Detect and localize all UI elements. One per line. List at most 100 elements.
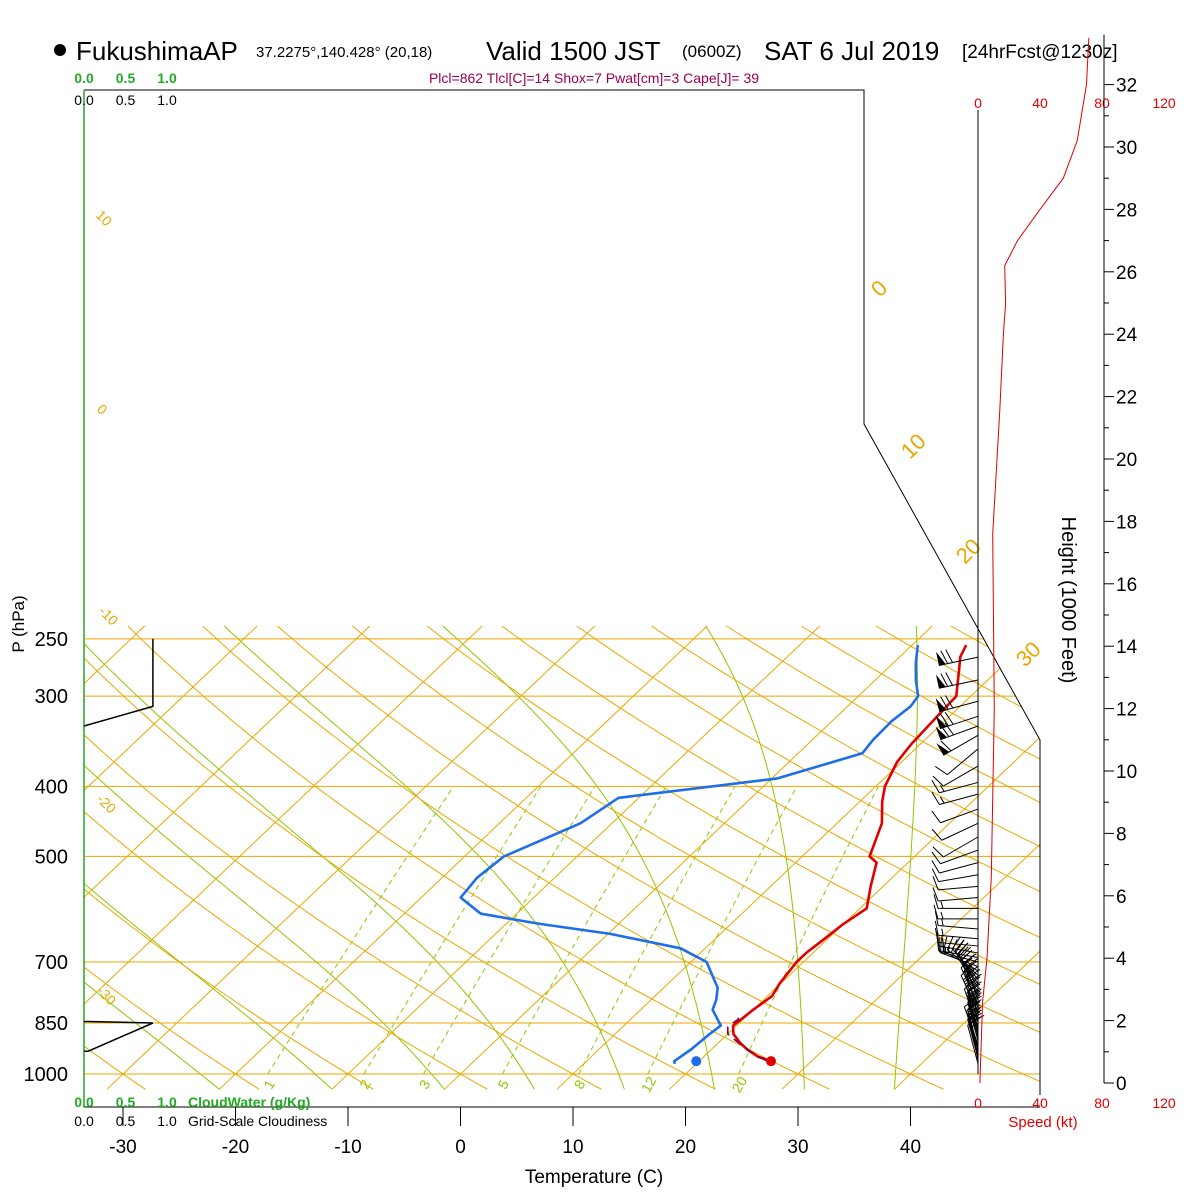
wind-barb-pennant <box>936 651 946 666</box>
isobars <box>84 638 1040 1075</box>
wind-barb-staff <box>940 849 979 865</box>
wind-barb-staff <box>947 748 979 776</box>
dry-adiabat-line <box>202 625 945 1090</box>
wind-barb <box>934 920 979 940</box>
isotherm-line <box>84 625 258 1090</box>
x-tick-label: 10 <box>562 1137 583 1158</box>
wind-barb-flag <box>933 894 939 909</box>
mixing-ratio-label: 1 <box>260 1077 278 1092</box>
speed-tick-label: 0 <box>974 95 982 111</box>
dry-adiabat-line <box>84 625 260 1090</box>
mixing-ratio-label: 3 <box>416 1077 434 1092</box>
x-tick-label: 20 <box>675 1137 696 1158</box>
mixing-ratio-lines: 1 2 3 5 8 12 20 <box>260 786 879 1095</box>
height-tick-label: 0 <box>1116 1074 1127 1095</box>
wind-barb <box>935 748 979 776</box>
wind-barb-flag <box>940 696 949 710</box>
wind-barb-staff <box>938 679 979 689</box>
height-tick-label: 26 <box>1116 263 1137 284</box>
wind-barb-flag <box>957 943 968 956</box>
wind-barb-flag <box>933 904 939 919</box>
mixing-ratio-line <box>267 786 454 1075</box>
height-tick-label: 8 <box>1116 824 1127 845</box>
dry-adiabat-line <box>84 625 602 1090</box>
height-axis-title: Height (1000 Feet) <box>1057 517 1079 684</box>
wind-barb-staff <box>967 1019 979 1059</box>
wind-barb-staff <box>939 793 979 805</box>
station-bullet-icon <box>54 44 66 56</box>
dry-adiabat-line <box>875 625 1040 1090</box>
wind-barb-flag <box>940 673 949 687</box>
cloudiness-tick-label: 0.0 <box>74 1113 94 1129</box>
wind-barb <box>932 876 979 891</box>
isotherm-line <box>444 625 933 1090</box>
wind-barb-staff <box>938 874 979 883</box>
sounding-traces <box>459 644 968 1067</box>
utc-time: (0600Z) <box>682 42 742 61</box>
wind-barb-flag <box>944 695 954 709</box>
wind-barb <box>936 649 979 666</box>
wind-barb-flag <box>945 649 954 663</box>
wind-barb-staff <box>943 765 979 787</box>
wind-barb-pennant <box>935 715 947 729</box>
moist-adiabat-line <box>705 625 805 1090</box>
wind-barb-flag <box>935 766 948 776</box>
wind-barb-staff <box>967 998 979 1038</box>
isotherm-line <box>219 625 708 1090</box>
mixing-ratio-line <box>738 786 879 1075</box>
cloudiness-tick-label: 0.5 <box>116 1113 136 1129</box>
wind-barb-flag <box>939 938 942 953</box>
dry-adiabat-line <box>1025 625 1040 1090</box>
dry-adiabat-line <box>84 625 488 1090</box>
isotherm-line <box>106 625 596 1090</box>
dry-adiabat-line <box>651 625 1040 1090</box>
mixing-ratio-label: 5 <box>494 1077 512 1092</box>
pressure-axis: 250 300 400 500 700 850 1000 <box>24 629 69 1086</box>
wind-barb <box>936 672 979 689</box>
wind-barb-staff <box>938 885 979 891</box>
wind-barb-pennant <box>936 743 950 756</box>
moist-adiabat-line <box>442 625 715 1090</box>
height-tick-label: 24 <box>1116 325 1138 346</box>
wind-barb <box>935 712 979 730</box>
cloudwater-tick-label: 0.0 <box>74 1094 94 1110</box>
wind-barb-flag <box>934 928 939 943</box>
wind-barbs <box>931 649 985 1064</box>
isotherm-line <box>556 625 1040 1090</box>
wind-barb <box>934 911 979 930</box>
mixing-ratio-label: 8 <box>571 1077 589 1092</box>
pressure-tick-label: 300 <box>35 686 68 708</box>
wind-barb-staff <box>967 1012 979 1052</box>
isotherm-label: 20 <box>951 534 986 569</box>
speed-tick-label: 40 <box>1032 1095 1048 1111</box>
wind-barb-staff <box>941 822 979 841</box>
dry-adiabat-line <box>127 625 830 1090</box>
wind-barb-half-flag <box>940 784 945 792</box>
wind-barb-flag <box>931 791 940 805</box>
temperature-axis: -30 -20 -10 0 10 20 30 40 <box>109 1107 921 1158</box>
height-tick-label: 28 <box>1116 200 1137 221</box>
wind-barb-flag <box>931 860 940 874</box>
moist-adiabat-line <box>893 625 918 1090</box>
wind-barb-staff <box>963 1006 979 1045</box>
wind-speed-trace <box>979 37 1090 1084</box>
wind-barb <box>932 887 979 902</box>
wind-barb-staff <box>939 951 979 963</box>
wind-barb-pennant <box>936 674 946 689</box>
wind-barb <box>931 822 979 841</box>
wind-barb-flag <box>965 958 979 968</box>
wind-barb-half-flag <box>940 901 944 909</box>
isotherm-line <box>331 625 821 1090</box>
wind-barb-flag <box>934 920 939 936</box>
isotherm-label: 0 <box>94 401 111 418</box>
valid-time: Valid 1500 JST <box>486 36 661 66</box>
dry-adiabat-line <box>950 625 1040 1090</box>
x-tick-label: 30 <box>787 1137 808 1158</box>
wind-barb <box>931 860 979 874</box>
height-tick-label: 12 <box>1116 700 1137 721</box>
cloudwater-tick-label: 0.5 <box>116 1094 136 1110</box>
height-tick-label: 32 <box>1116 76 1137 97</box>
